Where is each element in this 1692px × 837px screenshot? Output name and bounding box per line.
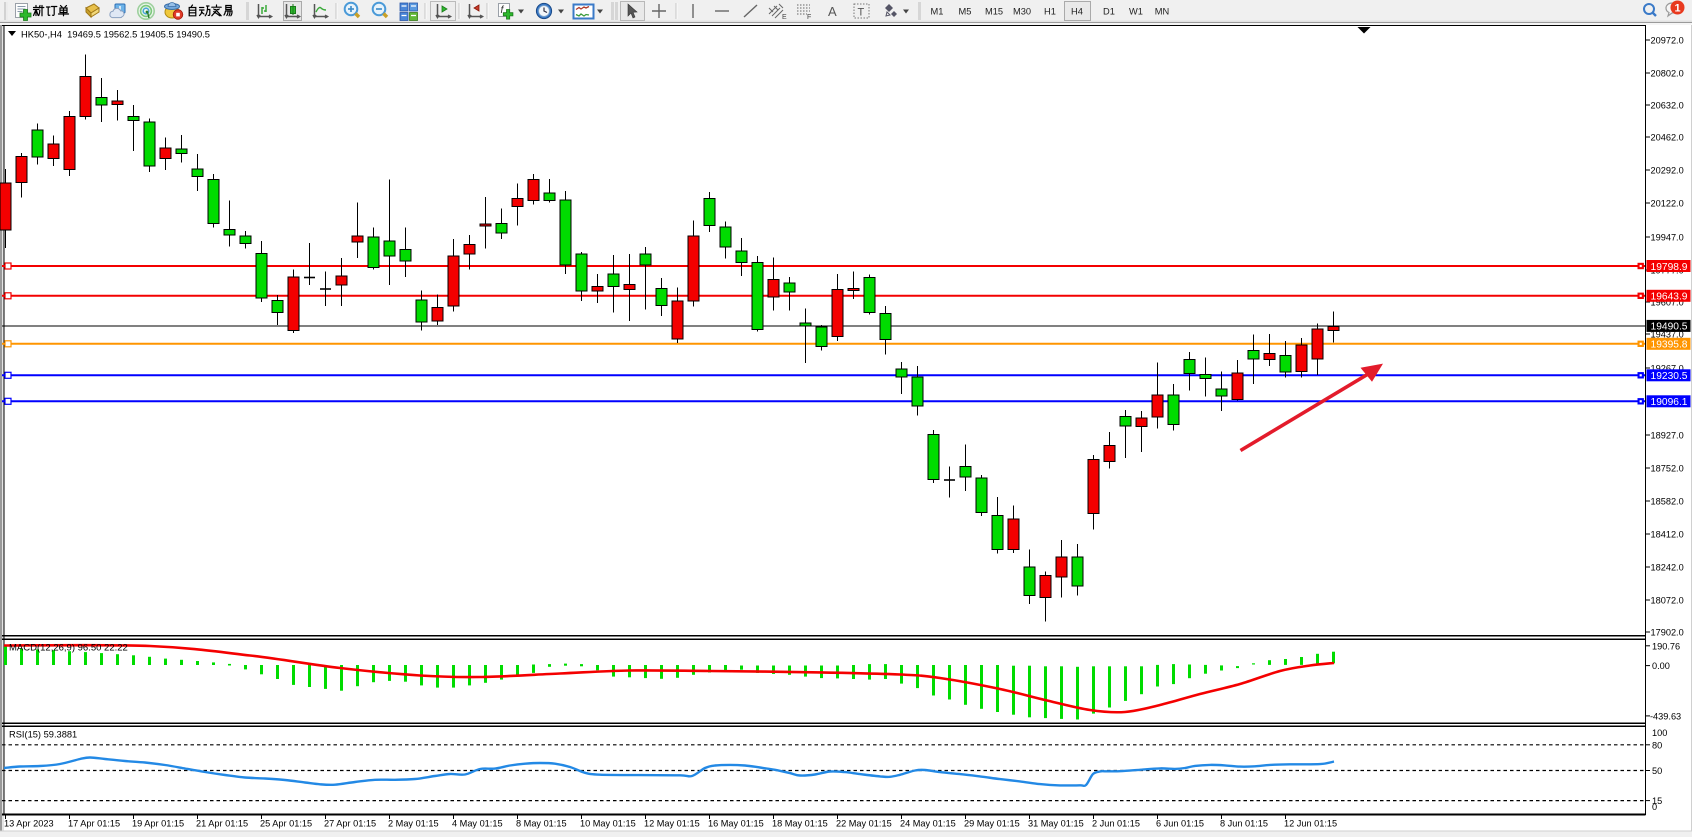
svg-text:13 Apr 2023: 13 Apr 2023 xyxy=(4,819,54,829)
svg-text:f: f xyxy=(501,5,505,16)
svg-text:0.00: 0.00 xyxy=(1652,661,1670,671)
svg-text:MACD(12,26,9) 96.50 22.22: MACD(12,26,9) 96.50 22.22 xyxy=(9,643,128,654)
svg-text:M30: M30 xyxy=(1013,7,1031,17)
svg-text:18072.0: 18072.0 xyxy=(1651,596,1684,606)
svg-text:19 Apr 01:15: 19 Apr 01:15 xyxy=(132,819,184,829)
svg-text:18 May 01:15: 18 May 01:15 xyxy=(772,819,828,829)
svg-text:F: F xyxy=(807,14,811,21)
svg-text:25 Apr 01:15: 25 Apr 01:15 xyxy=(260,819,312,829)
svg-text:17902.0: 17902.0 xyxy=(1651,628,1684,638)
svg-text:190.76: 190.76 xyxy=(1652,641,1680,651)
svg-text:19096.1: 19096.1 xyxy=(1651,397,1688,408)
svg-text:H1: H1 xyxy=(1044,7,1056,17)
svg-text:M5: M5 xyxy=(959,7,972,17)
svg-text:18752.0: 18752.0 xyxy=(1651,464,1684,474)
svg-text:19437.0: 19437.0 xyxy=(1651,330,1684,340)
svg-text:-439.63: -439.63 xyxy=(1650,711,1681,721)
svg-text:2 Jun 01:15: 2 Jun 01:15 xyxy=(1092,819,1140,829)
svg-text:31 May 01:15: 31 May 01:15 xyxy=(1028,819,1084,829)
svg-text:21 Apr 01:15: 21 Apr 01:15 xyxy=(196,819,248,829)
svg-text:18582.0: 18582.0 xyxy=(1651,497,1684,507)
svg-text:24 May 01:15: 24 May 01:15 xyxy=(900,819,956,829)
svg-text:2 May 01:15: 2 May 01:15 xyxy=(388,819,439,829)
svg-text:20802.0: 20802.0 xyxy=(1651,69,1684,79)
svg-text:6 Jun 01:15: 6 Jun 01:15 xyxy=(1156,819,1204,829)
svg-text:E: E xyxy=(782,14,787,21)
svg-text:MN: MN xyxy=(1155,7,1169,17)
svg-text:RSI(15) 59.3881: RSI(15) 59.3881 xyxy=(9,730,77,740)
svg-text:12 May 01:15: 12 May 01:15 xyxy=(644,819,700,829)
svg-text:M1: M1 xyxy=(931,7,944,17)
svg-text:8 May 01:15: 8 May 01:15 xyxy=(516,819,567,829)
svg-text:20462.0: 20462.0 xyxy=(1651,133,1684,143)
svg-text:D1: D1 xyxy=(1103,7,1115,17)
svg-text:80: 80 xyxy=(1652,740,1662,750)
svg-text:29 May 01:15: 29 May 01:15 xyxy=(964,819,1020,829)
svg-text:19643.9: 19643.9 xyxy=(1651,292,1688,303)
svg-text:8 Jun 01:15: 8 Jun 01:15 xyxy=(1220,819,1268,829)
svg-text:1: 1 xyxy=(1674,3,1680,15)
svg-text:15: 15 xyxy=(1652,796,1662,806)
svg-text:18927.0: 18927.0 xyxy=(1651,431,1684,441)
svg-text:12 Jun 01:15: 12 Jun 01:15 xyxy=(1284,819,1337,829)
svg-text:W1: W1 xyxy=(1129,7,1143,17)
svg-text:T: T xyxy=(858,7,865,19)
svg-text:19230.5: 19230.5 xyxy=(1651,371,1689,382)
svg-text:4 May 01:15: 4 May 01:15 xyxy=(452,819,503,829)
svg-text:10 May 01:15: 10 May 01:15 xyxy=(580,819,636,829)
svg-text:H4: H4 xyxy=(1071,7,1083,17)
svg-text:20122.0: 20122.0 xyxy=(1651,199,1684,209)
svg-text:19490.5: 19490.5 xyxy=(1651,322,1689,333)
svg-text:0: 0 xyxy=(1652,802,1657,812)
svg-text:50: 50 xyxy=(1652,766,1662,776)
svg-text:A: A xyxy=(828,4,837,19)
svg-text:19947.0: 19947.0 xyxy=(1651,233,1684,243)
svg-text:22 May 01:15: 22 May 01:15 xyxy=(836,819,892,829)
svg-text:18242.0: 18242.0 xyxy=(1651,563,1684,573)
svg-text:27 Apr 01:15: 27 Apr 01:15 xyxy=(324,819,376,829)
svg-text:16 May 01:15: 16 May 01:15 xyxy=(708,819,764,829)
svg-text:17 Apr 01:15: 17 Apr 01:15 xyxy=(68,819,120,829)
svg-text:19798.9: 19798.9 xyxy=(1651,262,1688,273)
svg-text:20632.0: 20632.0 xyxy=(1651,101,1684,111)
svg-text:M15: M15 xyxy=(985,7,1003,17)
svg-text:20972.0: 20972.0 xyxy=(1651,36,1684,46)
svg-text:19607.0: 19607.0 xyxy=(1651,298,1684,308)
svg-text:18412.0: 18412.0 xyxy=(1651,530,1684,540)
svg-text:19267.0: 19267.0 xyxy=(1651,364,1684,374)
svg-text:19395.8: 19395.8 xyxy=(1651,340,1689,351)
svg-text:20292.0: 20292.0 xyxy=(1651,166,1684,176)
svg-text:100: 100 xyxy=(1652,728,1667,738)
svg-text:HK50-,H4 19469.5 19562.5 1940: HK50-,H4 19469.5 19562.5 19405.5 19490.5 xyxy=(21,30,210,40)
